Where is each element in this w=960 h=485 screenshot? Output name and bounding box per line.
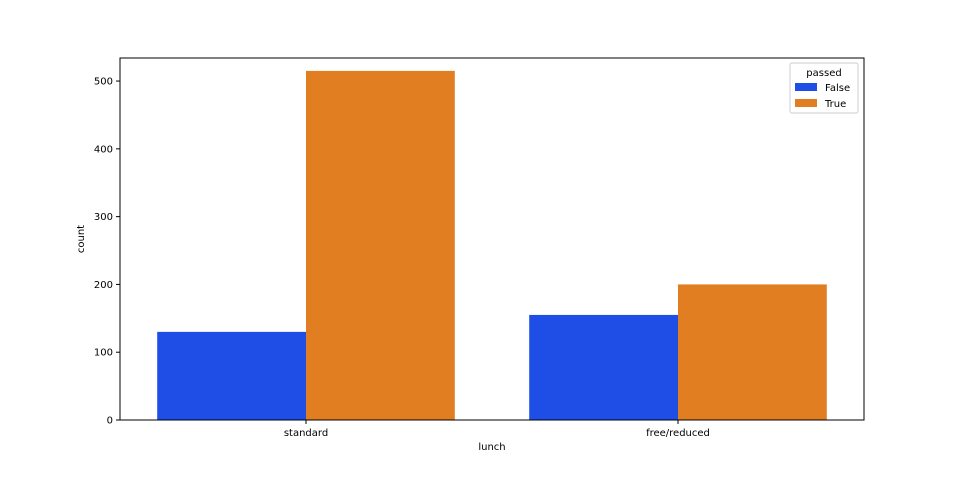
x-axis-title: lunch xyxy=(478,442,505,453)
y-tick-label: 500 xyxy=(94,77,113,88)
y-tick-label: 0 xyxy=(107,416,113,427)
legend: passed False True xyxy=(789,62,859,114)
legend-swatch-false xyxy=(795,83,817,91)
x-tick-label: free/reduced xyxy=(646,428,710,439)
bar-standard-false xyxy=(157,331,306,420)
x-axis-ticks: standard free/reduced xyxy=(284,420,710,439)
legend-label-true: True xyxy=(824,99,846,110)
bar-free-reduced-true xyxy=(678,284,827,420)
bars-group xyxy=(157,70,827,420)
x-tick-label: standard xyxy=(284,428,328,439)
y-axis-ticks: 0 100 200 300 400 500 xyxy=(94,77,120,427)
legend-title: passed xyxy=(806,68,841,79)
y-axis-title: count xyxy=(76,225,87,253)
legend-swatch-true xyxy=(795,99,817,107)
bar-free-reduced-false xyxy=(529,314,678,420)
y-tick-label: 300 xyxy=(94,212,113,223)
legend-label-false: False xyxy=(825,83,850,94)
y-tick-label: 200 xyxy=(94,280,113,291)
y-tick-label: 100 xyxy=(94,348,113,359)
y-tick-label: 400 xyxy=(94,144,113,155)
bar-standard-true xyxy=(306,70,455,420)
plot-frame xyxy=(119,57,865,421)
